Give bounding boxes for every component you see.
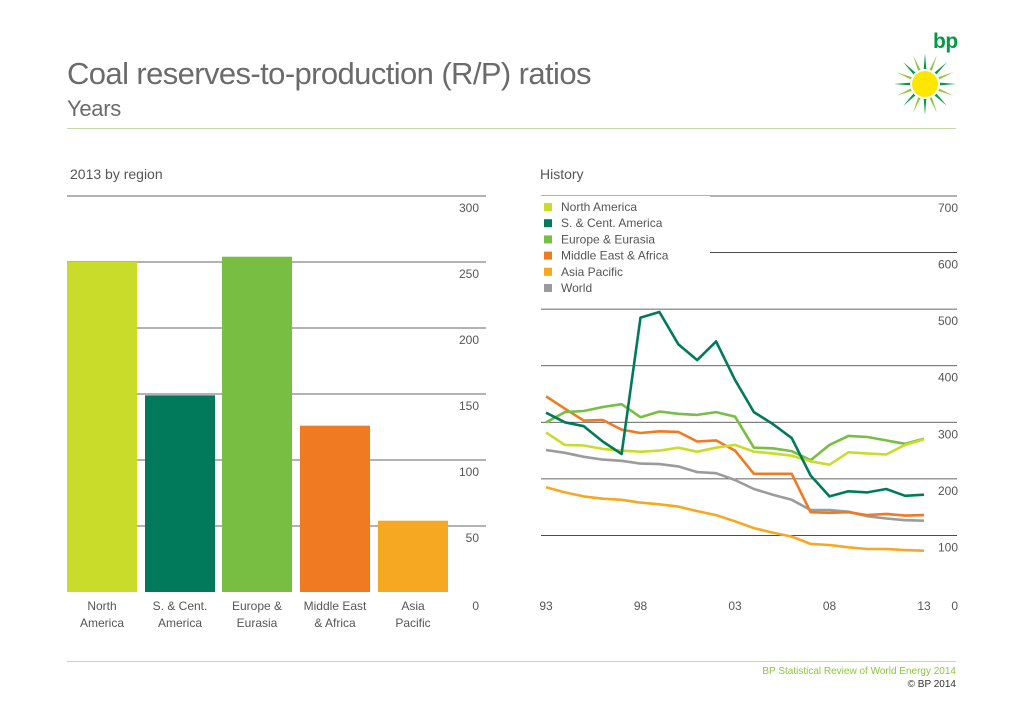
- series-line-asia_pacific: [545, 486, 925, 552]
- legend-swatch: [544, 219, 552, 228]
- bar-ytick-label: 150: [459, 399, 479, 413]
- bar-category-label: Europe &: [232, 599, 282, 613]
- bar-category-label: S. & Cent.: [153, 599, 208, 613]
- bar-category-label: America: [80, 616, 124, 630]
- bar-sc_america: [145, 395, 215, 592]
- footer-copyright: © BP 2014: [907, 679, 956, 690]
- legend-label: World: [561, 281, 592, 295]
- legend-swatch: [544, 203, 552, 211]
- bar-category-label: Middle East: [304, 599, 367, 613]
- bar-category-label: America: [158, 616, 202, 630]
- bar-asia_pacific: [378, 520, 448, 592]
- footer-source: BP Statistical Review of World Energy 20…: [762, 666, 956, 677]
- bar-north_america: [67, 262, 137, 592]
- series-line-europe_eurasia: [545, 402, 925, 462]
- series-line-north_america: [545, 431, 925, 466]
- header-divider: [67, 128, 956, 129]
- bp-logo-text: bp: [933, 30, 958, 53]
- legend-swatch: [544, 235, 552, 244]
- bar-ytick-label: 100: [459, 465, 479, 479]
- line-ytick-label: 600: [938, 258, 958, 272]
- line-ytick-label: 700: [938, 201, 958, 215]
- page-title: Coal reserves-to-production (R/P) ratios: [67, 56, 591, 91]
- bar-category-label: Pacific: [395, 616, 430, 630]
- series-line-middle_east_africa: [545, 395, 925, 517]
- bar-europe_eurasia: [222, 256, 292, 592]
- footer-divider: [67, 661, 956, 662]
- bar-middle_east_africa: [300, 425, 370, 592]
- line-xtick-label: 93: [539, 599, 553, 613]
- bar-ytick-label: 300: [459, 201, 479, 215]
- legend-label: North America: [561, 200, 637, 214]
- bar-category-label: Asia: [401, 599, 425, 613]
- line-ytick-label: 500: [938, 314, 958, 328]
- series-line-world: [545, 448, 925, 522]
- line-xtick-label: 03: [728, 599, 742, 613]
- line-ytick-label: 300: [938, 427, 958, 441]
- bar-ytick-label: 0: [472, 599, 479, 613]
- line-panel-title: History: [540, 166, 584, 182]
- series-line-sc_america: [545, 310, 925, 498]
- line-ytick-label: 0: [951, 599, 958, 613]
- line-xtick-label: 13: [917, 599, 931, 613]
- line-xtick-label: 98: [634, 599, 648, 613]
- line-xtick-label: 08: [823, 599, 837, 613]
- bar-panel-title: 2013 by region: [70, 166, 163, 182]
- bar-ytick-label: 200: [459, 333, 479, 347]
- bar-ytick-label: 50: [466, 531, 480, 545]
- legend-swatch: [544, 284, 552, 292]
- bar-category-label: & Africa: [314, 616, 356, 630]
- bar-category-label: North: [87, 599, 116, 613]
- line-ytick-label: 200: [938, 484, 958, 498]
- legend-swatch: [544, 251, 552, 260]
- legend-swatch: [544, 267, 552, 276]
- legend-background: [540, 196, 710, 300]
- legend-label: S. & Cent. America: [561, 216, 663, 230]
- legend-label: Middle East & Africa: [561, 249, 669, 263]
- legend-label: Europe & Eurasia: [561, 232, 655, 246]
- page-subtitle: Years: [67, 96, 121, 121]
- bar-ytick-label: 250: [459, 267, 479, 281]
- line-ytick-label: 400: [938, 371, 958, 385]
- bar-category-label: Eurasia: [237, 616, 278, 630]
- line-ytick-label: 100: [938, 540, 958, 554]
- legend-label: Asia Pacific: [561, 265, 623, 279]
